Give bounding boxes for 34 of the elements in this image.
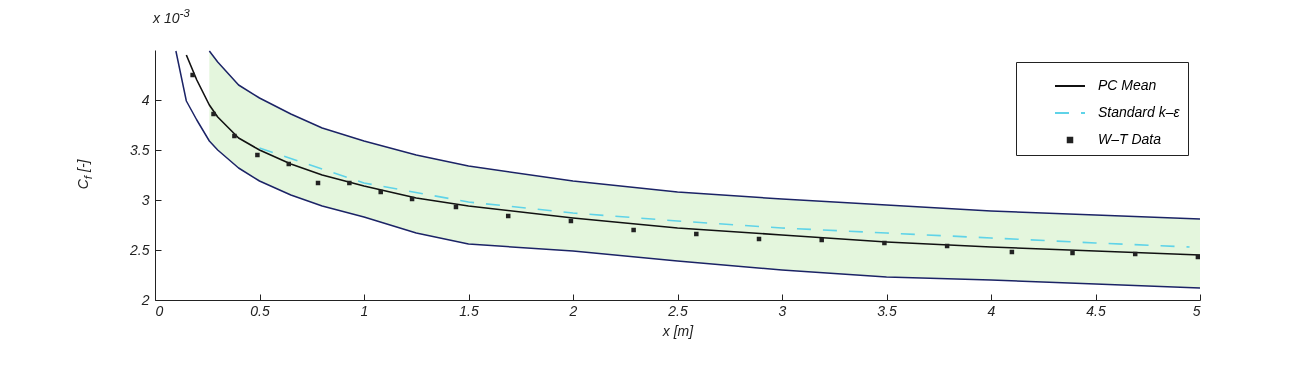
point xyxy=(1070,250,1075,256)
text: x 10$^{-3}$ xyxy=(153,6,190,26)
x-axis-title: x [m] xyxy=(661,322,695,339)
legend-label: PC Mean xyxy=(1098,77,1157,93)
x-tick-label: 2 xyxy=(568,302,578,319)
point xyxy=(819,237,824,243)
y-tick-label: 3 xyxy=(141,191,150,208)
x-tick-label: 3 xyxy=(778,302,787,319)
point xyxy=(378,189,383,195)
point xyxy=(232,133,237,139)
point xyxy=(190,72,195,78)
x-tick-label: 5 xyxy=(1192,302,1201,319)
point xyxy=(694,231,699,237)
x-tick-label: 1.5 xyxy=(459,302,479,319)
legend-label: W–T Data xyxy=(1098,131,1162,147)
point xyxy=(211,111,216,117)
line-series xyxy=(208,50,1200,220)
point xyxy=(631,227,636,233)
x-tick-label: 0 xyxy=(155,302,164,319)
x-tick-label: 2.5 xyxy=(667,302,688,319)
y-tick-label: 2.5 xyxy=(129,241,150,258)
point xyxy=(255,152,260,158)
y-tick-label: 2 xyxy=(140,291,150,308)
x-tick-label: 4.5 xyxy=(1086,302,1106,319)
y-tick-label: 3.5 xyxy=(130,141,150,158)
x-tick-label: 4 xyxy=(987,302,996,319)
point xyxy=(882,240,887,246)
x-tick-label: 3.5 xyxy=(877,302,897,319)
point xyxy=(347,180,352,186)
legend-label: Standard k–ε xyxy=(1098,104,1181,120)
y-tick-label: 4 xyxy=(141,91,150,108)
x-tick-label: 0.5 xyxy=(250,302,270,319)
x-tick-label: 1 xyxy=(360,302,369,319)
line-series xyxy=(258,147,1191,248)
